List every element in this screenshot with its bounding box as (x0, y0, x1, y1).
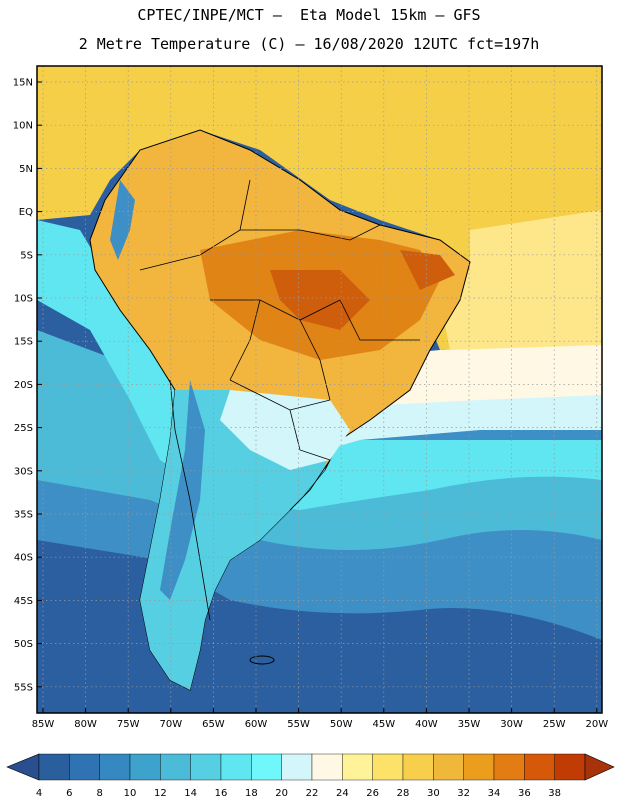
colorbar-segment (372, 753, 404, 781)
colorbar-segment (433, 753, 464, 781)
lat-label: 40S (14, 553, 33, 564)
colorbar-tick-label: 10 (124, 788, 137, 799)
lon-label: 80W (74, 719, 97, 730)
lat-label: 10N (13, 121, 33, 132)
lat-label: 20S (14, 380, 33, 391)
lon-label: 35W (458, 719, 481, 730)
colorbar-tick-label: 30 (427, 788, 440, 799)
colorbar-segment (38, 753, 70, 781)
colorbar-segment (190, 753, 222, 781)
land-southern-pale (220, 390, 350, 470)
colorbar: 4 6 8 10 12 14 16 18 20 22 24 26 28 30 32 34 36 38 (6, 753, 615, 799)
colorbar-segment (220, 753, 252, 781)
longitude-labels: 85W 80W 75W 70W 65W 60W 55W 50W 45W 40W 35W 30W 25W 2… (32, 708, 608, 730)
colorbar-segment (493, 753, 525, 781)
colorbar-segment (311, 753, 343, 781)
lon-label: 55W (287, 719, 310, 730)
colorbar-tick-label: 26 (366, 788, 379, 799)
colorbar-tick-label: 34 (488, 788, 501, 799)
colorbar-left-arrow (6, 753, 40, 781)
map-frame (36, 65, 603, 714)
ocean-light-warm-region (440, 210, 602, 350)
chart-title-line-2: 2 Metre Temperature (C) – 16/08/2020 12U… (78, 35, 540, 53)
colorbar-tick-label: 18 (245, 788, 258, 799)
andes-cold-ridge (110, 180, 205, 600)
lon-label: 30W (500, 719, 523, 730)
colorbar-tick-label: 6 (66, 788, 72, 799)
lon-label: 25W (543, 719, 566, 730)
colorbar-right-arrow (584, 753, 615, 781)
lat-label: 10S (14, 294, 33, 305)
lon-label: 65W (202, 719, 225, 730)
colorbar-segment (281, 753, 313, 781)
lon-label: 45W (372, 719, 395, 730)
colorbar-tick-label: 20 (275, 788, 288, 799)
lon-label: 50W (330, 719, 353, 730)
colorbar-segment (554, 753, 586, 781)
lat-label: 15S (14, 337, 33, 348)
latitude-labels: 15N 10N 5N EQ 5S 10S 15S 20S 25S 30S 35S 40S 45S 50S 5… (13, 78, 42, 693)
colorbar-segment (69, 753, 100, 781)
lat-label: 5S (20, 250, 33, 261)
colorbar-tick-label: 4 (36, 788, 42, 799)
lon-label: 40W (415, 719, 438, 730)
lon-label: 20W (585, 719, 608, 730)
map-fields (37, 66, 602, 713)
lat-label: 15N (13, 78, 33, 89)
lon-label: 85W (32, 719, 55, 730)
colorbar-segment (463, 753, 495, 781)
lat-label: 50S (14, 639, 33, 650)
colorbar-tick-label: 8 (96, 788, 102, 799)
colorbar-tick-label: 36 (518, 788, 531, 799)
lat-label: 25S (14, 423, 33, 434)
colorbar-segment (524, 753, 555, 781)
colorbar-segment (160, 753, 191, 781)
colorbar-tick-label: 22 (306, 788, 319, 799)
colorbar-tick-label: 32 (457, 788, 470, 799)
falklands-island (249, 655, 275, 665)
lon-label: 70W (159, 719, 182, 730)
lat-label: EQ (19, 207, 33, 218)
colorbar-tick-label: 38 (548, 788, 561, 799)
lon-label: 60W (245, 719, 268, 730)
colorbar-segment (342, 753, 373, 781)
colorbar-segment (402, 753, 434, 781)
colorbar-segment (99, 753, 131, 781)
colorbar-tick-label: 12 (154, 788, 167, 799)
colorbar-tick-label: 14 (184, 788, 197, 799)
colorbar-tick-label: 28 (397, 788, 410, 799)
colorbar-segment (129, 753, 161, 781)
colorbar-tick-label: 16 (215, 788, 228, 799)
lat-label: 35S (14, 510, 33, 521)
colorbar-tick-label: 24 (336, 788, 349, 799)
lat-label: 55S (14, 682, 33, 693)
land-hottest-core (270, 250, 455, 330)
lat-label: 30S (14, 466, 33, 477)
chart-title-line-1: CPTEC/INPE/MCT – Eta Model 15km – GFS (137, 6, 481, 24)
country-borders (139, 179, 420, 621)
lat-label: 5N (19, 164, 33, 175)
lon-label: 75W (117, 719, 140, 730)
lat-label: 45S (14, 596, 33, 607)
colorbar-segment (251, 753, 282, 781)
